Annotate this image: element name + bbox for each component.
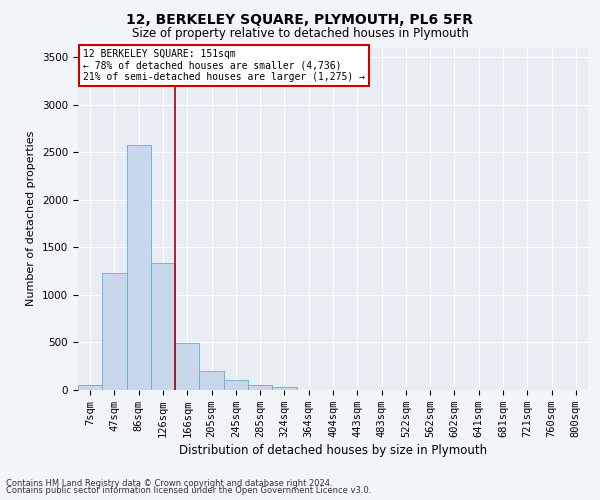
Text: 12 BERKELEY SQUARE: 151sqm
← 78% of detached houses are smaller (4,736)
21% of s: 12 BERKELEY SQUARE: 151sqm ← 78% of deta… <box>83 49 365 82</box>
Text: 12, BERKELEY SQUARE, PLYMOUTH, PL6 5FR: 12, BERKELEY SQUARE, PLYMOUTH, PL6 5FR <box>127 12 473 26</box>
Bar <box>102 273 127 390</box>
Bar <box>224 380 248 390</box>
Y-axis label: Number of detached properties: Number of detached properties <box>26 131 37 306</box>
Text: Contains public sector information licensed under the Open Government Licence v3: Contains public sector information licen… <box>6 486 371 495</box>
Text: Size of property relative to detached houses in Plymouth: Size of property relative to detached ho… <box>131 28 469 40</box>
Bar <box>175 344 199 390</box>
Bar <box>248 385 272 390</box>
Bar <box>199 371 224 390</box>
Bar <box>151 264 175 390</box>
Bar <box>78 385 102 390</box>
X-axis label: Distribution of detached houses by size in Plymouth: Distribution of detached houses by size … <box>179 444 487 457</box>
Text: Contains HM Land Registry data © Crown copyright and database right 2024.: Contains HM Land Registry data © Crown c… <box>6 478 332 488</box>
Bar <box>127 144 151 390</box>
Bar <box>272 387 296 390</box>
